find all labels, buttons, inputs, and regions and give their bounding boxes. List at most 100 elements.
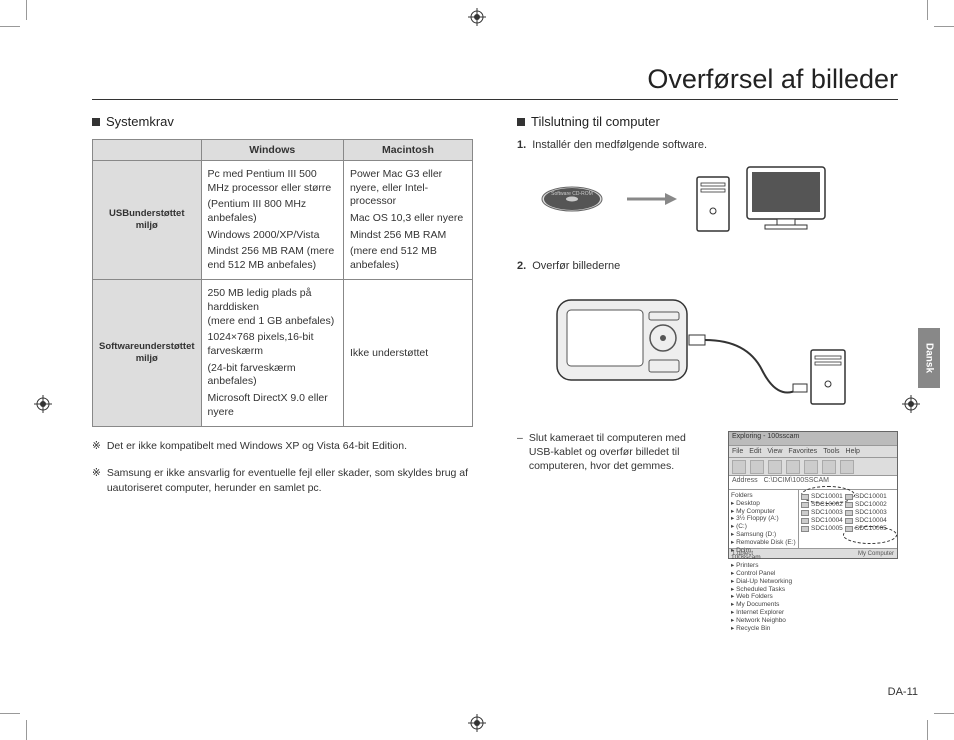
table-cell: Power Mac G3 eller nyere, eller Intel-pr…: [343, 161, 472, 280]
crop-mark: [934, 26, 954, 27]
right-column: Tilslutning til computer 1. Installér de…: [517, 114, 898, 559]
step-text: Overfør billederne: [532, 260, 620, 272]
file-item: SDC10002: [845, 501, 887, 508]
page-number: DA-11: [888, 686, 918, 698]
table-cell: Pc med Pentium III 500 MHz processor ell…: [201, 161, 343, 280]
tree-item: ▸ Samsung (D:): [731, 531, 796, 539]
heading-text: Systemkrav: [106, 114, 174, 129]
tree-item: ▸ Removable Disk (E:): [731, 539, 796, 547]
table-header: Macintosh: [343, 140, 472, 161]
table-rowhead: USBunderstøttet miljø: [93, 161, 202, 280]
menu-item: Favorites: [788, 448, 817, 455]
tree-item: ▸ My Computer: [731, 508, 796, 516]
step-number: 1.: [517, 139, 526, 151]
tree-item: Folders: [731, 492, 796, 500]
cell-line: Mindst 256 MB RAM: [350, 229, 466, 243]
file-item: SDC10005: [845, 525, 887, 532]
tree-item: ▸ Dial-Up Networking: [731, 578, 796, 586]
dash-marker: –: [517, 431, 523, 559]
menu-item: File: [732, 448, 743, 455]
tree-item: ▸ Internet Explorer: [731, 609, 796, 617]
svg-text:Software CD-ROM: Software CD-ROM: [551, 191, 593, 197]
cell-line: (mere end 512 MB anbefales): [350, 245, 466, 272]
step-1: 1. Installér den medfølgende software.: [517, 139, 898, 151]
cell-line: Mindst 256 MB RAM (mere end 512 MB anbef…: [208, 245, 337, 272]
square-bullet-icon: [517, 118, 525, 126]
toolbar-icon: [804, 460, 818, 474]
cell-line: (Pentium III 800 MHz anbefales): [208, 198, 337, 225]
footnote: ※ Samsung er ikke ansvarlig for eventuel…: [92, 466, 473, 495]
note-text: Det er ikke kompatibelt med Windows XP o…: [107, 439, 407, 454]
registration-mark-icon: [34, 395, 52, 413]
left-column: Systemkrav Windows Macintosh USBunderstø…: [92, 114, 473, 559]
step-text: Installér den medfølgende software.: [532, 139, 707, 151]
tree-item: ▸ Scheduled Tasks: [731, 586, 796, 594]
explorer-titlebar: Exploring - 100sscam: [729, 432, 897, 446]
file-item: SDC10003: [801, 509, 843, 516]
cell-line: 1024×768 pixels,16-bit farveskærm: [208, 331, 337, 358]
explorer-toolbar: [729, 458, 897, 476]
page-content: Overførsel af billeder Systemkrav Window…: [92, 64, 898, 694]
explorer-menubar: File Edit View Favorites Tools Help: [729, 446, 897, 458]
address-value: C:\DCIM\100SSCAM: [764, 477, 829, 484]
requirements-table: Windows Macintosh USBunderstøttet miljø …: [92, 139, 473, 427]
toolbar-icon: [786, 460, 800, 474]
explorer-tree: Folders▸ Desktop ▸ My Computer ▸ 3½ Flop…: [729, 490, 799, 548]
menu-item: Edit: [749, 448, 761, 455]
cell-line: Pc med Pentium III 500 MHz processor ell…: [208, 168, 337, 195]
cell-line: (24-bit farveskærm anbefales): [208, 362, 337, 389]
file-item: SDC10001: [801, 493, 843, 500]
crop-mark: [0, 713, 20, 714]
file-item: SDC10003: [845, 509, 887, 516]
step-number: 2.: [517, 260, 526, 272]
crop-mark: [26, 0, 27, 20]
cell-line: Microsoft DirectX 9.0 eller nyere: [208, 392, 337, 419]
heading-text: Tilslutning til computer: [531, 114, 660, 129]
file-item: SDC10002: [801, 501, 843, 508]
note-marker: ※: [92, 466, 101, 495]
cell-line: Ikke understøttet: [350, 347, 428, 359]
registration-mark-icon: [902, 395, 920, 413]
substep: – Slut kameraet til computeren med USB-k…: [517, 431, 898, 559]
file-item: SDC10005: [801, 525, 843, 532]
menu-item: View: [767, 448, 782, 455]
cell-line: 250 MB ledig plads på harddisken (mere e…: [208, 287, 337, 328]
step-2: 2. Overfør billederne: [517, 260, 898, 272]
registration-mark-icon: [468, 8, 486, 26]
cell-line: Mac OS 10,3 eller nyere: [350, 212, 466, 226]
crop-mark: [0, 26, 20, 27]
language-tab: Dansk: [918, 328, 940, 388]
tree-item: ▸ (C:): [731, 523, 796, 531]
toolbar-icon: [768, 460, 782, 474]
table-cell: 250 MB ledig plads på harddisken (mere e…: [201, 280, 343, 427]
address-label: Address: [732, 477, 758, 484]
illustration-install: Software CD-ROM: [537, 159, 898, 242]
toolbar-icon: [840, 460, 854, 474]
illustration-transfer: [537, 280, 898, 413]
table-cell: Ikke understøttet: [343, 280, 472, 427]
footnote: ※ Det er ikke kompatibelt med Windows XP…: [92, 439, 473, 454]
status-text: 1 object: [732, 551, 753, 557]
menu-item: Tools: [823, 448, 839, 455]
status-text: My Computer: [858, 551, 894, 557]
registration-mark-icon: [468, 714, 486, 732]
crop-mark: [26, 720, 27, 740]
note-marker: ※: [92, 439, 101, 454]
menu-item: Help: [846, 448, 860, 455]
tree-item: ▸ Desktop: [731, 500, 796, 508]
cell-line: Windows 2000/XP/Vista: [208, 229, 337, 243]
tree-item: ▸ Recycle Bin: [731, 625, 796, 633]
file-item: SDC10004: [801, 517, 843, 524]
crop-mark: [927, 0, 928, 20]
substep-text: Slut kameraet til computeren med USB-kab…: [529, 431, 712, 559]
table-header: Windows: [201, 140, 343, 161]
toolbar-icon: [750, 460, 764, 474]
file-item: SDC10001: [845, 493, 887, 500]
note-text: Samsung er ikke ansvarlig for eventuelle…: [107, 466, 473, 495]
explorer-file-pane: SDC10001SDC10002SDC10003SDC10004SDC10005…: [799, 490, 897, 548]
section-heading-systemkrav: Systemkrav: [92, 114, 473, 129]
tree-item: ▸ Control Panel: [731, 570, 796, 578]
crop-mark: [934, 713, 954, 714]
tree-item: ▸ Printers: [731, 562, 796, 570]
tree-item: ▸ 3½ Floppy (A:): [731, 515, 796, 523]
